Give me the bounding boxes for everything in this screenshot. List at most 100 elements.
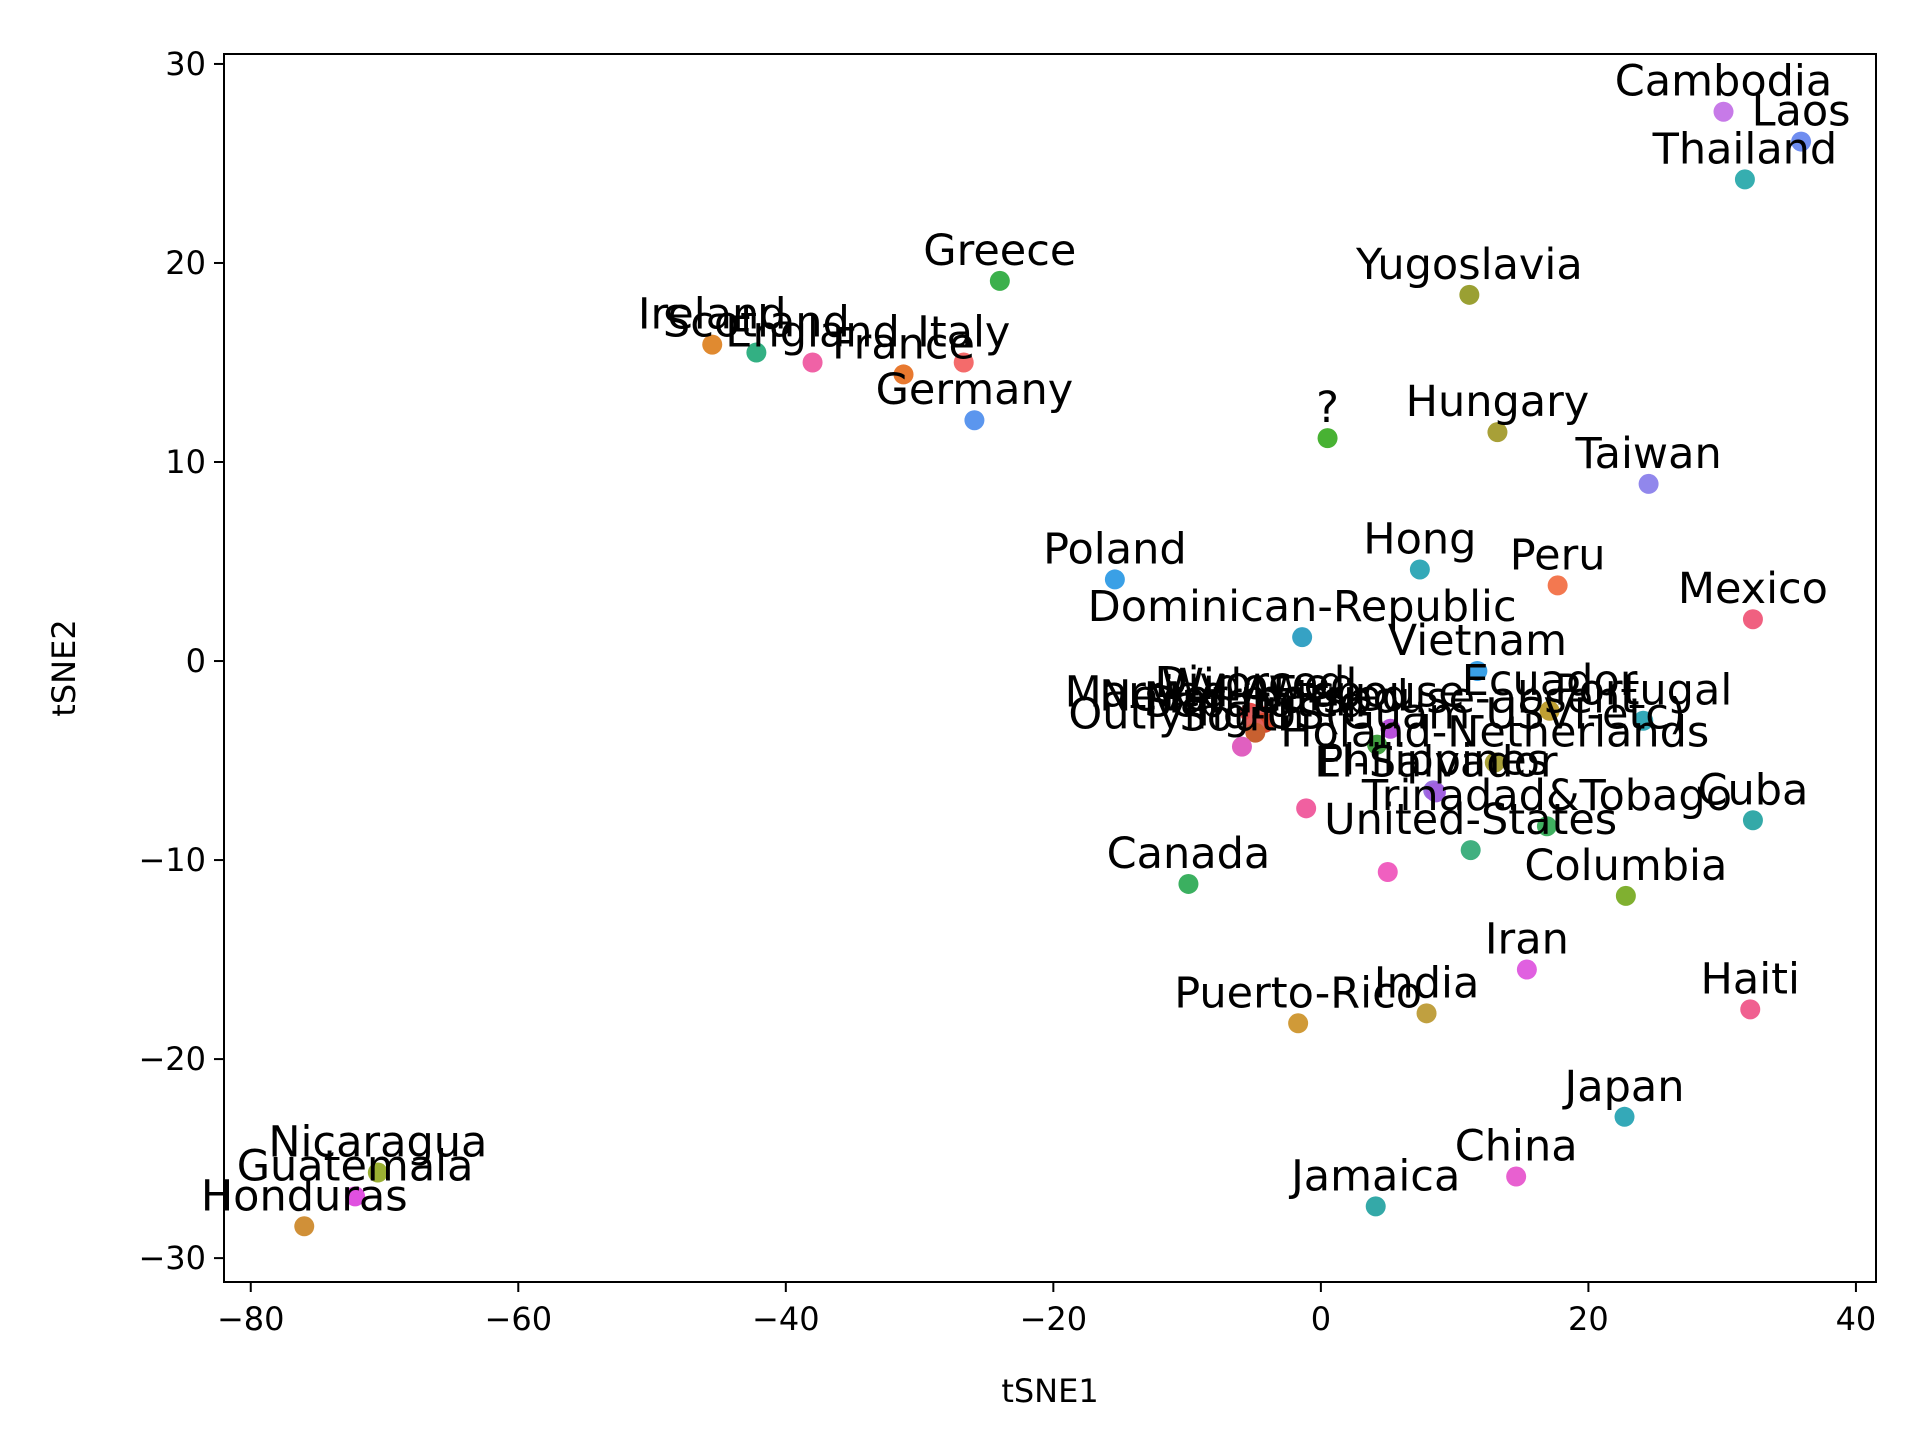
data-point (1231, 736, 1252, 757)
data-point (989, 270, 1010, 291)
point-label: Jamaica (1288, 1151, 1460, 1201)
point-label: Nicaragua (268, 1118, 487, 1168)
point-label: Thailand (1652, 124, 1838, 174)
data-point (1245, 722, 1266, 743)
data-point (1615, 885, 1636, 906)
data-point (1367, 734, 1388, 755)
point-label: Widowed (1161, 660, 1357, 710)
data-point (964, 410, 985, 431)
point-label: Yugoslavia (1355, 240, 1583, 290)
point-label: Dominican-Republic (1088, 582, 1517, 632)
point-label: United-States (1324, 795, 1617, 845)
x-tick-label: 20 (1568, 1300, 1609, 1338)
point-label: Trinadad&Tobago (1361, 771, 1732, 821)
x-tick-label: 40 (1836, 1300, 1877, 1338)
point-label: Married-spouse-absent (1144, 674, 1638, 724)
data-point (1740, 999, 1761, 1020)
data-point (1539, 700, 1560, 721)
point-label: China (1455, 1122, 1578, 1172)
data-point (1487, 422, 1508, 443)
point-label: Outlying-US(Guam-USVI-etc) (1068, 690, 1685, 740)
point-label: Separated (1144, 678, 1366, 728)
point-label: Philippines (1317, 735, 1549, 785)
data-point (893, 364, 914, 385)
point-label: France (832, 319, 975, 369)
y-tick-label: −10 (138, 841, 206, 879)
data-point (1416, 1003, 1437, 1024)
data-point (1484, 752, 1505, 773)
data-point (345, 1186, 366, 1207)
x-tick-label: −40 (752, 1300, 820, 1338)
point-label: Laos (1752, 87, 1851, 137)
point-label: Divorced (1155, 658, 1346, 708)
data-point (1460, 840, 1481, 861)
plot-frame (223, 53, 1877, 1283)
point-label: Cambodia (1615, 57, 1832, 107)
point-label: Holand-Netherlands (1280, 708, 1709, 758)
point-label: Haiti (1701, 954, 1800, 1004)
data-point (1742, 810, 1763, 831)
point-label: India (1374, 958, 1480, 1008)
y-tick-label: 30 (165, 45, 206, 83)
point-label: Canada (1107, 829, 1271, 879)
point-label: Portugal (1554, 666, 1732, 716)
data-point (1425, 782, 1446, 803)
point-label: Germany (876, 365, 1074, 415)
point-label: El-Salvador (1314, 737, 1558, 787)
x-tick-label: −80 (217, 1300, 285, 1338)
x-tick-label: −20 (1020, 1300, 1088, 1338)
point-label: Mexico (1678, 564, 1828, 614)
point-label: Puerto-Rico (1174, 968, 1422, 1018)
y-tick-label: −20 (138, 1040, 206, 1078)
point-label: Italy (917, 307, 1010, 357)
data-point (1638, 473, 1659, 494)
y-tick-label: 10 (165, 443, 206, 481)
data-point (1104, 569, 1125, 590)
y-tick-label: −30 (138, 1239, 206, 1277)
marks-layer (294, 101, 1812, 1237)
data-point (294, 1216, 315, 1237)
data-point (1365, 1196, 1386, 1217)
y-tick-label: 20 (165, 244, 206, 282)
point-label: Japan (1562, 1062, 1685, 1112)
point-label: Poland (1043, 524, 1187, 574)
point-label: Hungary (1406, 377, 1590, 427)
data-point (1178, 873, 1199, 894)
data-point (1791, 131, 1812, 152)
data-point (1317, 428, 1338, 449)
point-label: England (725, 307, 900, 357)
y-tick-label: 0 (186, 642, 206, 680)
data-point (1516, 959, 1537, 980)
x-axis-ticks: −80 −60 −40 −20 0 20 40 (217, 1282, 1876, 1338)
point-label: Ireland (638, 290, 787, 340)
point-label: Greece (923, 226, 1076, 276)
y-axis-ticks: −30 −20 −10 0 10 20 30 (138, 45, 224, 1277)
point-label: South (1179, 692, 1304, 742)
data-point (1614, 1106, 1635, 1127)
point-label: Scotland (663, 298, 850, 348)
data-point (1377, 862, 1398, 883)
point-label: Guatemala (237, 1141, 474, 1191)
data-point (1713, 101, 1734, 122)
point-label: ? (1316, 383, 1339, 433)
point-label: Honduras (201, 1171, 408, 1221)
data-point (1734, 169, 1755, 190)
point-label: Peru (1510, 530, 1606, 580)
point-label: Hong (1363, 514, 1476, 564)
data-point (1409, 559, 1430, 580)
data-point (1536, 816, 1557, 837)
data-point (1380, 718, 1401, 739)
point-label: Vietnam (1388, 616, 1567, 666)
point-label: Iran (1485, 915, 1569, 965)
point-label: Taiwan (1574, 429, 1721, 479)
point-label: Married-AF-spouse (1065, 668, 1465, 718)
point-label: Columbia (1524, 841, 1727, 891)
data-point (1547, 575, 1568, 596)
data-point (367, 1162, 388, 1183)
point-label: Cuba (1697, 765, 1808, 815)
x-tick-label: 0 (1311, 1300, 1331, 1338)
data-point (1467, 660, 1488, 681)
